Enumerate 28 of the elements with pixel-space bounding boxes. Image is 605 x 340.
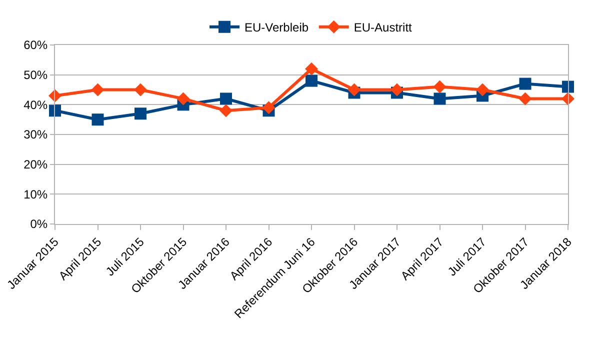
point [305,62,318,76]
point [476,83,489,96]
legend-label: EU-Austritt [354,20,413,35]
point [91,83,104,96]
point [262,101,276,114]
point [518,92,532,106]
y-tick-label: 40% [24,98,48,112]
point [92,114,104,126]
legend-label: EU-Verbleib [244,20,309,35]
y-tick-label: 30% [24,128,48,142]
point [220,92,232,105]
point [348,83,361,96]
y-tick-label: 0% [30,217,48,232]
point [562,80,574,93]
point [434,92,446,105]
point [176,92,190,106]
point [306,74,318,87]
y-tick-label: 50% [24,68,48,82]
point [49,104,61,117]
y-tick-label: 10% [24,187,48,202]
y-tick-label: 20% [24,158,48,172]
point [134,108,146,120]
point [220,104,232,118]
point [433,80,446,94]
point [390,83,404,96]
point [519,78,532,90]
point [134,83,147,96]
y-tick-label: 60% [24,38,48,52]
